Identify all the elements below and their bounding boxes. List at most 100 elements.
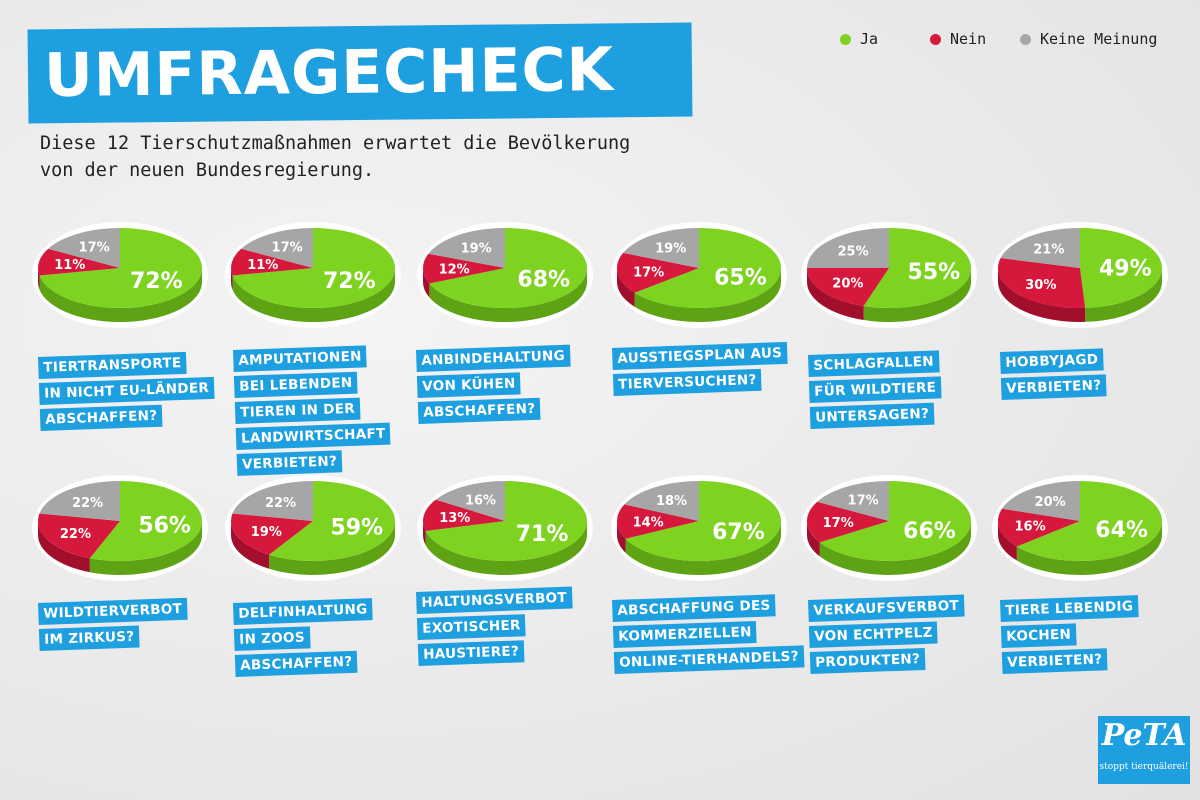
pie-chart-9: 71% 13% 16% xyxy=(417,475,593,581)
question-line: ABSCHAFFEN? xyxy=(417,397,541,424)
pie-side-ja xyxy=(625,521,781,575)
pie-slice-ja xyxy=(1016,481,1162,561)
question-label-5: SCHLAGFALLEN FÜR WILDTIERE UNTERSAGEN? xyxy=(808,348,1011,433)
pie-label-nein: 20% xyxy=(832,277,863,292)
pie-slice-keine-meinung xyxy=(48,228,120,268)
pie-side-ja xyxy=(425,521,587,575)
legend-dot-nein xyxy=(930,34,941,45)
pie-chart-5: 55% 20% 25% xyxy=(801,222,977,328)
pie-slice-ja xyxy=(425,481,587,562)
pie-label-nein: 12% xyxy=(439,262,470,277)
pie-slice-ja xyxy=(232,228,395,308)
question-line: IN ZOOS xyxy=(233,626,311,651)
pie-slice-keine-meinung xyxy=(624,481,699,521)
pie-side-ja xyxy=(269,521,395,576)
question-line: VERKAUFSVERBOT xyxy=(808,594,965,622)
pie-chart-11: 66% 17% 17% xyxy=(801,475,977,581)
question-label-10: ABSCHAFFUNG DES KOMMERZIELLEN ONLINE-TIERH… xyxy=(612,593,815,678)
logo-word: PeTA xyxy=(1101,718,1187,753)
pie-label-nein: 16% xyxy=(1014,520,1045,535)
pie-slice-keine-meinung xyxy=(623,228,699,268)
pie-slice-nein xyxy=(423,253,505,284)
question-label-4: AUSSTIEGSPLAN AUS TIERVERSUCHEN? xyxy=(612,341,814,400)
pie-chart-4: 65% 17% 19% xyxy=(611,222,787,328)
question-line: VON ECHTPELZ xyxy=(808,621,939,648)
pie-chart-10: 67% 14% 18% xyxy=(611,475,787,581)
legend-dot-ja xyxy=(840,34,851,45)
pie-label-keine-meinung: 22% xyxy=(265,496,296,511)
legend-item-keine-meinung: Keine Meinung xyxy=(1020,30,1157,48)
pie-label-keine-meinung: 19% xyxy=(461,242,492,257)
pie-slice-ja xyxy=(1080,228,1163,308)
question-line: HALTUNGSVERBOT xyxy=(416,586,573,614)
pie-slice-nein xyxy=(422,499,505,531)
pie-slice-nein xyxy=(998,258,1086,308)
question-line: ABSCHAFFEN? xyxy=(234,650,358,677)
pie-label-nein: 30% xyxy=(1025,278,1056,293)
pie-slice-keine-meinung xyxy=(241,228,313,268)
question-line: TIERVERSUCHEN? xyxy=(612,368,762,396)
pie-side-ja xyxy=(819,521,971,575)
pie-label-keine-meinung: 18% xyxy=(656,494,687,509)
pie-side-nein xyxy=(807,268,864,321)
legend-item-ja: Ja xyxy=(840,30,878,48)
pie-slice-ja xyxy=(269,481,395,561)
question-line: VERBIETEN? xyxy=(1001,648,1108,674)
pie-slice-ja xyxy=(863,228,971,309)
pie-label-ja: 65% xyxy=(714,265,767,290)
question-label-1: TIERTRANSPORTE IN NICHT EU-LÄNDER ABSCHAFF… xyxy=(38,350,241,435)
question-line: TIERTRANSPORTE xyxy=(38,351,187,379)
question-line: BEI LEBENDEN xyxy=(233,371,358,398)
question-label-8: DELFINHALTUNG IN ZOOS ABSCHAFFEN? xyxy=(233,596,436,681)
question-line: KOCHEN xyxy=(1000,623,1077,648)
pie-label-keine-meinung: 19% xyxy=(655,241,686,256)
pie-label-keine-meinung: 17% xyxy=(79,241,110,256)
pie-label-nein: 13% xyxy=(439,511,470,526)
pie-slice-ja xyxy=(39,228,203,308)
question-line: EXOTISCHER xyxy=(416,614,527,640)
pie-chart-7: 56% 22% 22% xyxy=(32,475,208,581)
pie-chart-1: 72% 11% 17% xyxy=(32,222,208,328)
question-line: WILDTIERVERBOT xyxy=(38,597,188,625)
pie-label-nein: 11% xyxy=(54,258,85,273)
subtitle-line-2: von der neuen Bundesregierung. xyxy=(40,160,375,181)
question-line: UNTERSAGEN? xyxy=(809,402,935,429)
pie-label-nein: 19% xyxy=(251,525,282,540)
pie-chart-6: 49% 30% 21% xyxy=(992,222,1168,328)
pie-slice-keine-meinung xyxy=(1000,228,1080,268)
legend-dot-keine-meinung xyxy=(1020,34,1031,45)
question-line: AMPUTATIONEN xyxy=(233,345,368,372)
question-line: KOMMERZIELLEN xyxy=(612,620,758,648)
pie-label-nein: 22% xyxy=(60,527,91,542)
question-line: HOBBYJAGD xyxy=(1000,348,1104,374)
pie-slice-nein xyxy=(230,248,313,276)
pie-chart-3: 68% 12% 19% xyxy=(417,222,593,328)
pie-slice-nein xyxy=(617,504,699,539)
logo-tagline: stoppt tierquälerei! xyxy=(1099,762,1189,772)
pie-label-ja: 56% xyxy=(138,514,191,539)
pie-slice-ja xyxy=(634,228,781,308)
pie-side-nein xyxy=(38,268,40,290)
pie-slice-nein xyxy=(38,248,120,276)
question-line: VON KÜHEN xyxy=(416,372,522,398)
pie-side-ja xyxy=(429,268,587,322)
pie-label-keine-meinung: 20% xyxy=(1035,495,1066,510)
question-label-7: WILDTIERVERBOT IM ZIRKUS? xyxy=(38,596,240,655)
pie-side-ja xyxy=(89,521,202,575)
pie-side-nein xyxy=(998,521,1017,561)
question-line: ANBINDEHALTUNG xyxy=(416,344,571,372)
pie-label-keine-meinung: 25% xyxy=(837,244,868,259)
question-line: TIERE LEBENDIG xyxy=(1000,595,1139,622)
pie-label-ja: 67% xyxy=(712,520,765,545)
pie-slice-ja xyxy=(89,481,203,561)
question-line: FÜR WILDTIERE xyxy=(808,376,942,403)
pie-slice-nein xyxy=(38,513,120,559)
pie-slice-nein xyxy=(230,513,313,555)
question-line: IN NICHT EU-LÄNDER xyxy=(38,376,215,405)
pie-slice-keine-meinung xyxy=(232,481,313,521)
subtitle: Diese 12 Tierschutzmaßnahmen erwartet di… xyxy=(40,130,720,184)
pie-side-nein xyxy=(423,268,430,298)
pie-label-ja: 55% xyxy=(908,260,961,285)
question-line: IM ZIRKUS? xyxy=(38,625,140,651)
